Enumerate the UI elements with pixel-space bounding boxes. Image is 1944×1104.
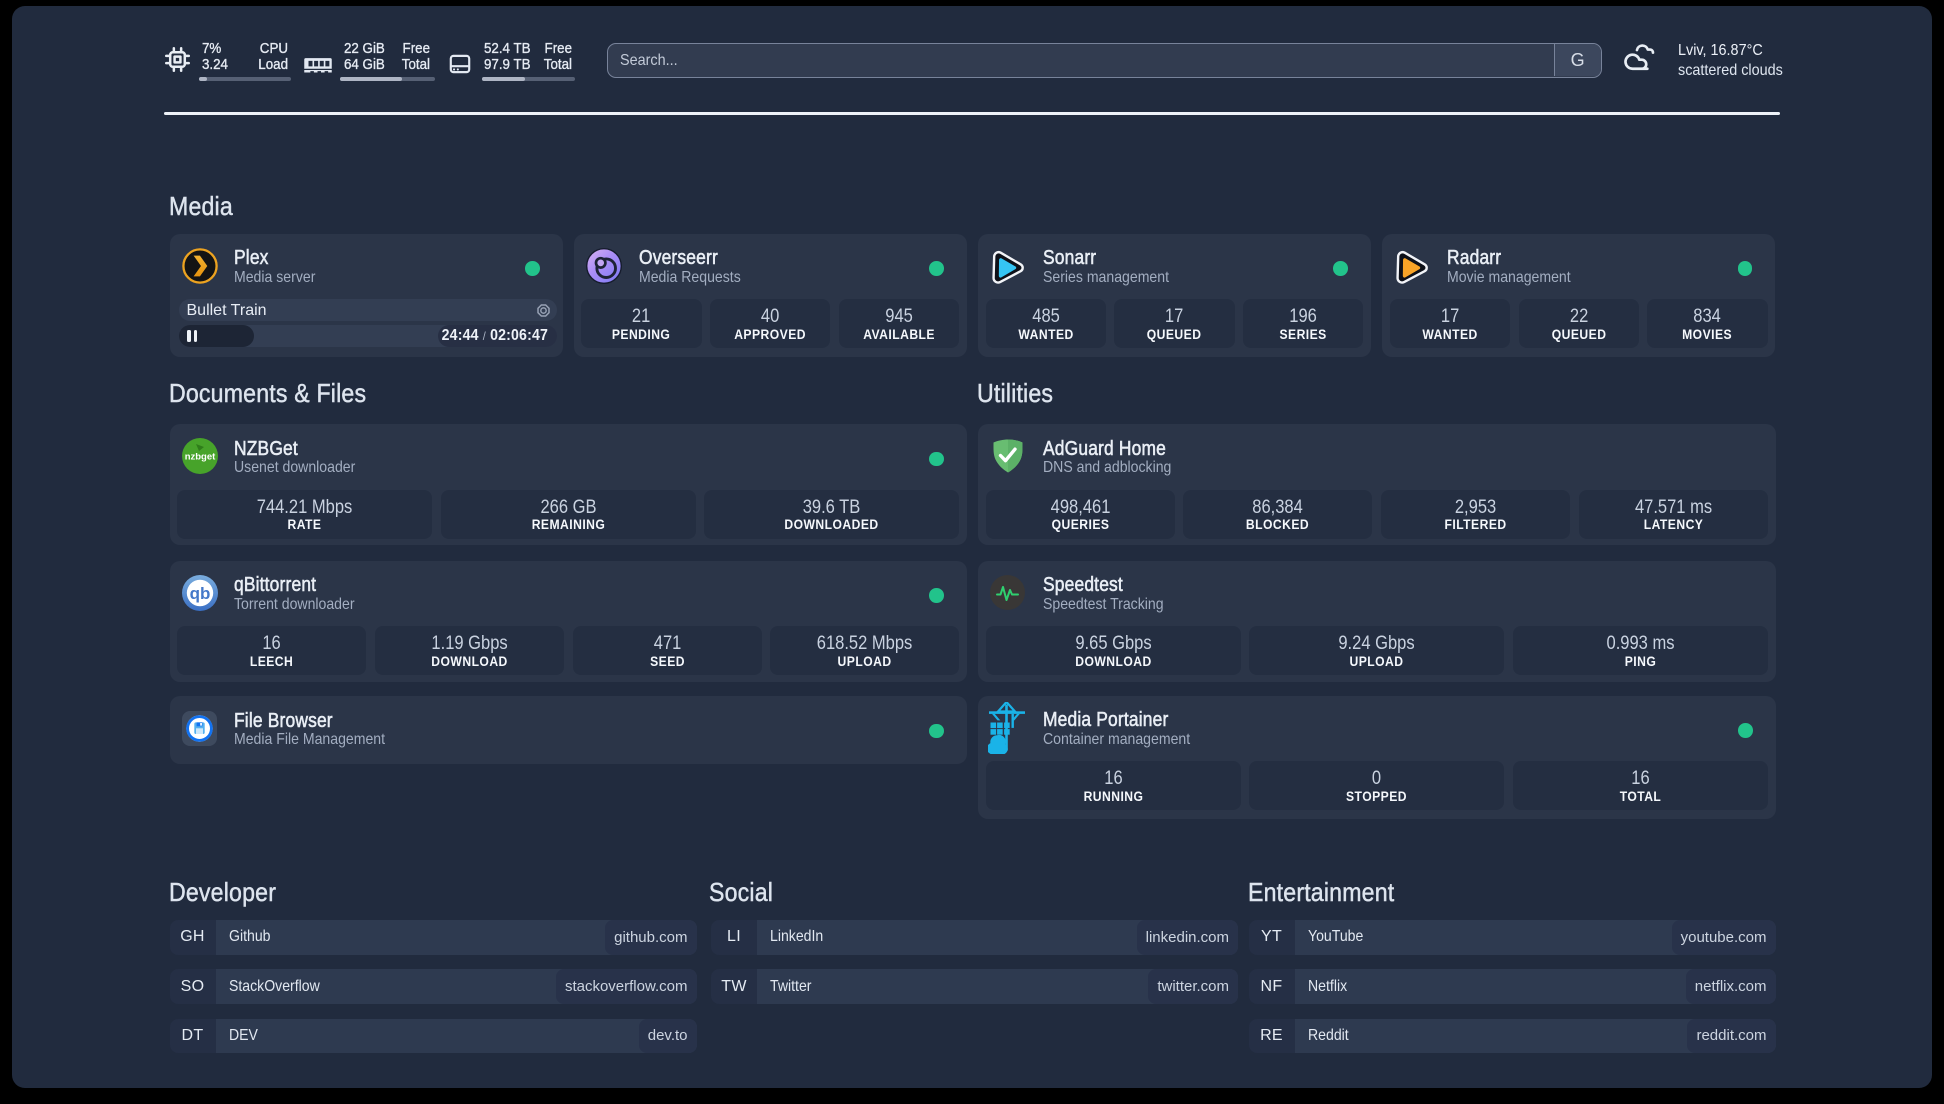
svg-text:qb: qb: [189, 584, 210, 603]
svg-text:nzbget: nzbget: [184, 452, 215, 463]
